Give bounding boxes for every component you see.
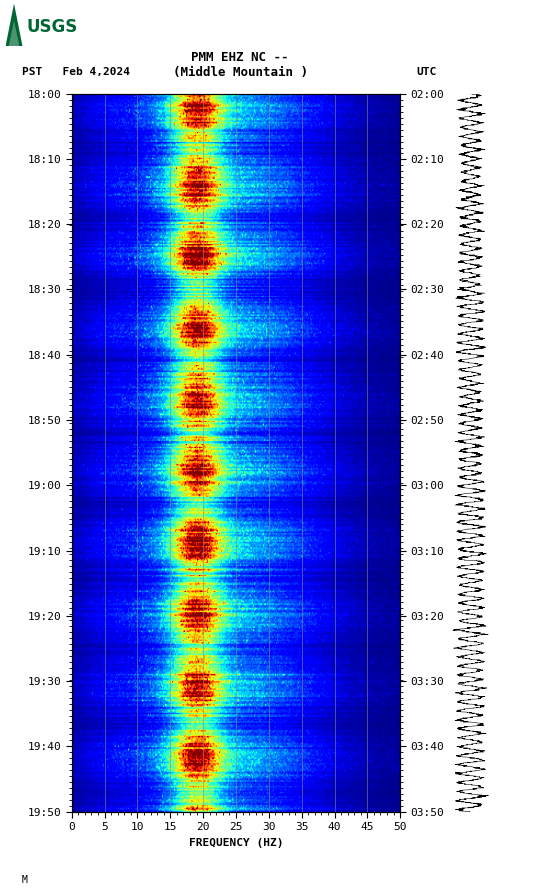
Text: UTC: UTC: [417, 67, 437, 78]
Polygon shape: [9, 21, 19, 46]
Text: (Middle Mountain ): (Middle Mountain ): [173, 66, 307, 78]
Text: M: M: [22, 875, 28, 885]
X-axis label: FREQUENCY (HZ): FREQUENCY (HZ): [189, 838, 283, 847]
Text: PST   Feb 4,2024: PST Feb 4,2024: [22, 67, 130, 78]
Polygon shape: [6, 4, 23, 46]
Text: USGS: USGS: [27, 18, 78, 36]
Text: PMM EHZ NC --: PMM EHZ NC --: [192, 51, 289, 63]
